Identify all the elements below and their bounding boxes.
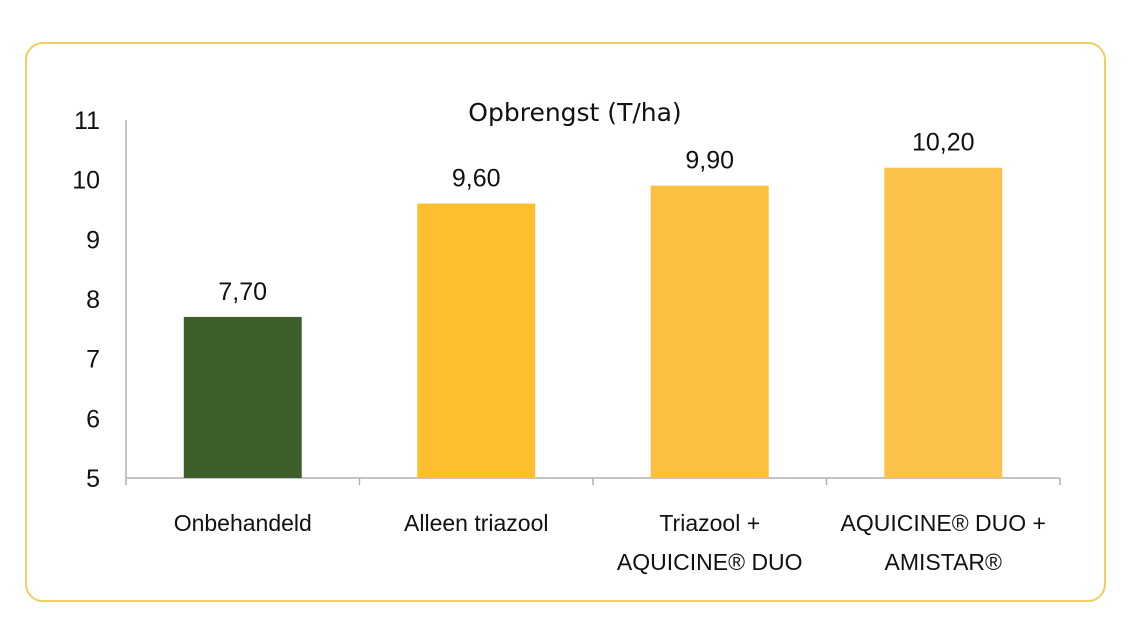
y-tick-label: 10 (72, 167, 100, 195)
data-label: 9,60 (452, 165, 501, 193)
y-tick-label: 5 (86, 465, 100, 493)
category-label: Alleen triazool (404, 510, 548, 536)
x-axis (125, 477, 1061, 485)
category-labels: Onbehandeld Alleen triazool Triazool + AQUI… (174, 510, 1046, 575)
bar (650, 185, 769, 478)
category-label: Triazool + (659, 510, 760, 536)
category-label: AQUICINE® DUO + (841, 510, 1046, 536)
y-tick-label: 9 (86, 226, 100, 254)
category-label: Onbehandeld (174, 510, 312, 536)
category-label: AQUICINE® DUO (617, 549, 803, 575)
bar (417, 203, 536, 479)
chart-title: Opbrengst (T/ha) (468, 98, 681, 127)
y-tick-label: 11 (74, 107, 100, 135)
data-labels: 7,70 9,60 9,90 10,20 (218, 129, 974, 306)
data-label: 9,90 (685, 147, 734, 175)
data-label: 7,70 (218, 278, 267, 306)
y-tick-label: 6 (86, 405, 100, 433)
data-label: 10,20 (912, 129, 975, 157)
bar (183, 316, 302, 478)
category-label: AMISTAR® (885, 549, 1003, 575)
y-axis: 5 6 7 8 9 10 11 (72, 107, 127, 493)
y-tick-label: 8 (86, 286, 100, 314)
bar (884, 167, 1003, 478)
y-tick-label: 7 (86, 346, 100, 374)
bars (183, 167, 1003, 479)
